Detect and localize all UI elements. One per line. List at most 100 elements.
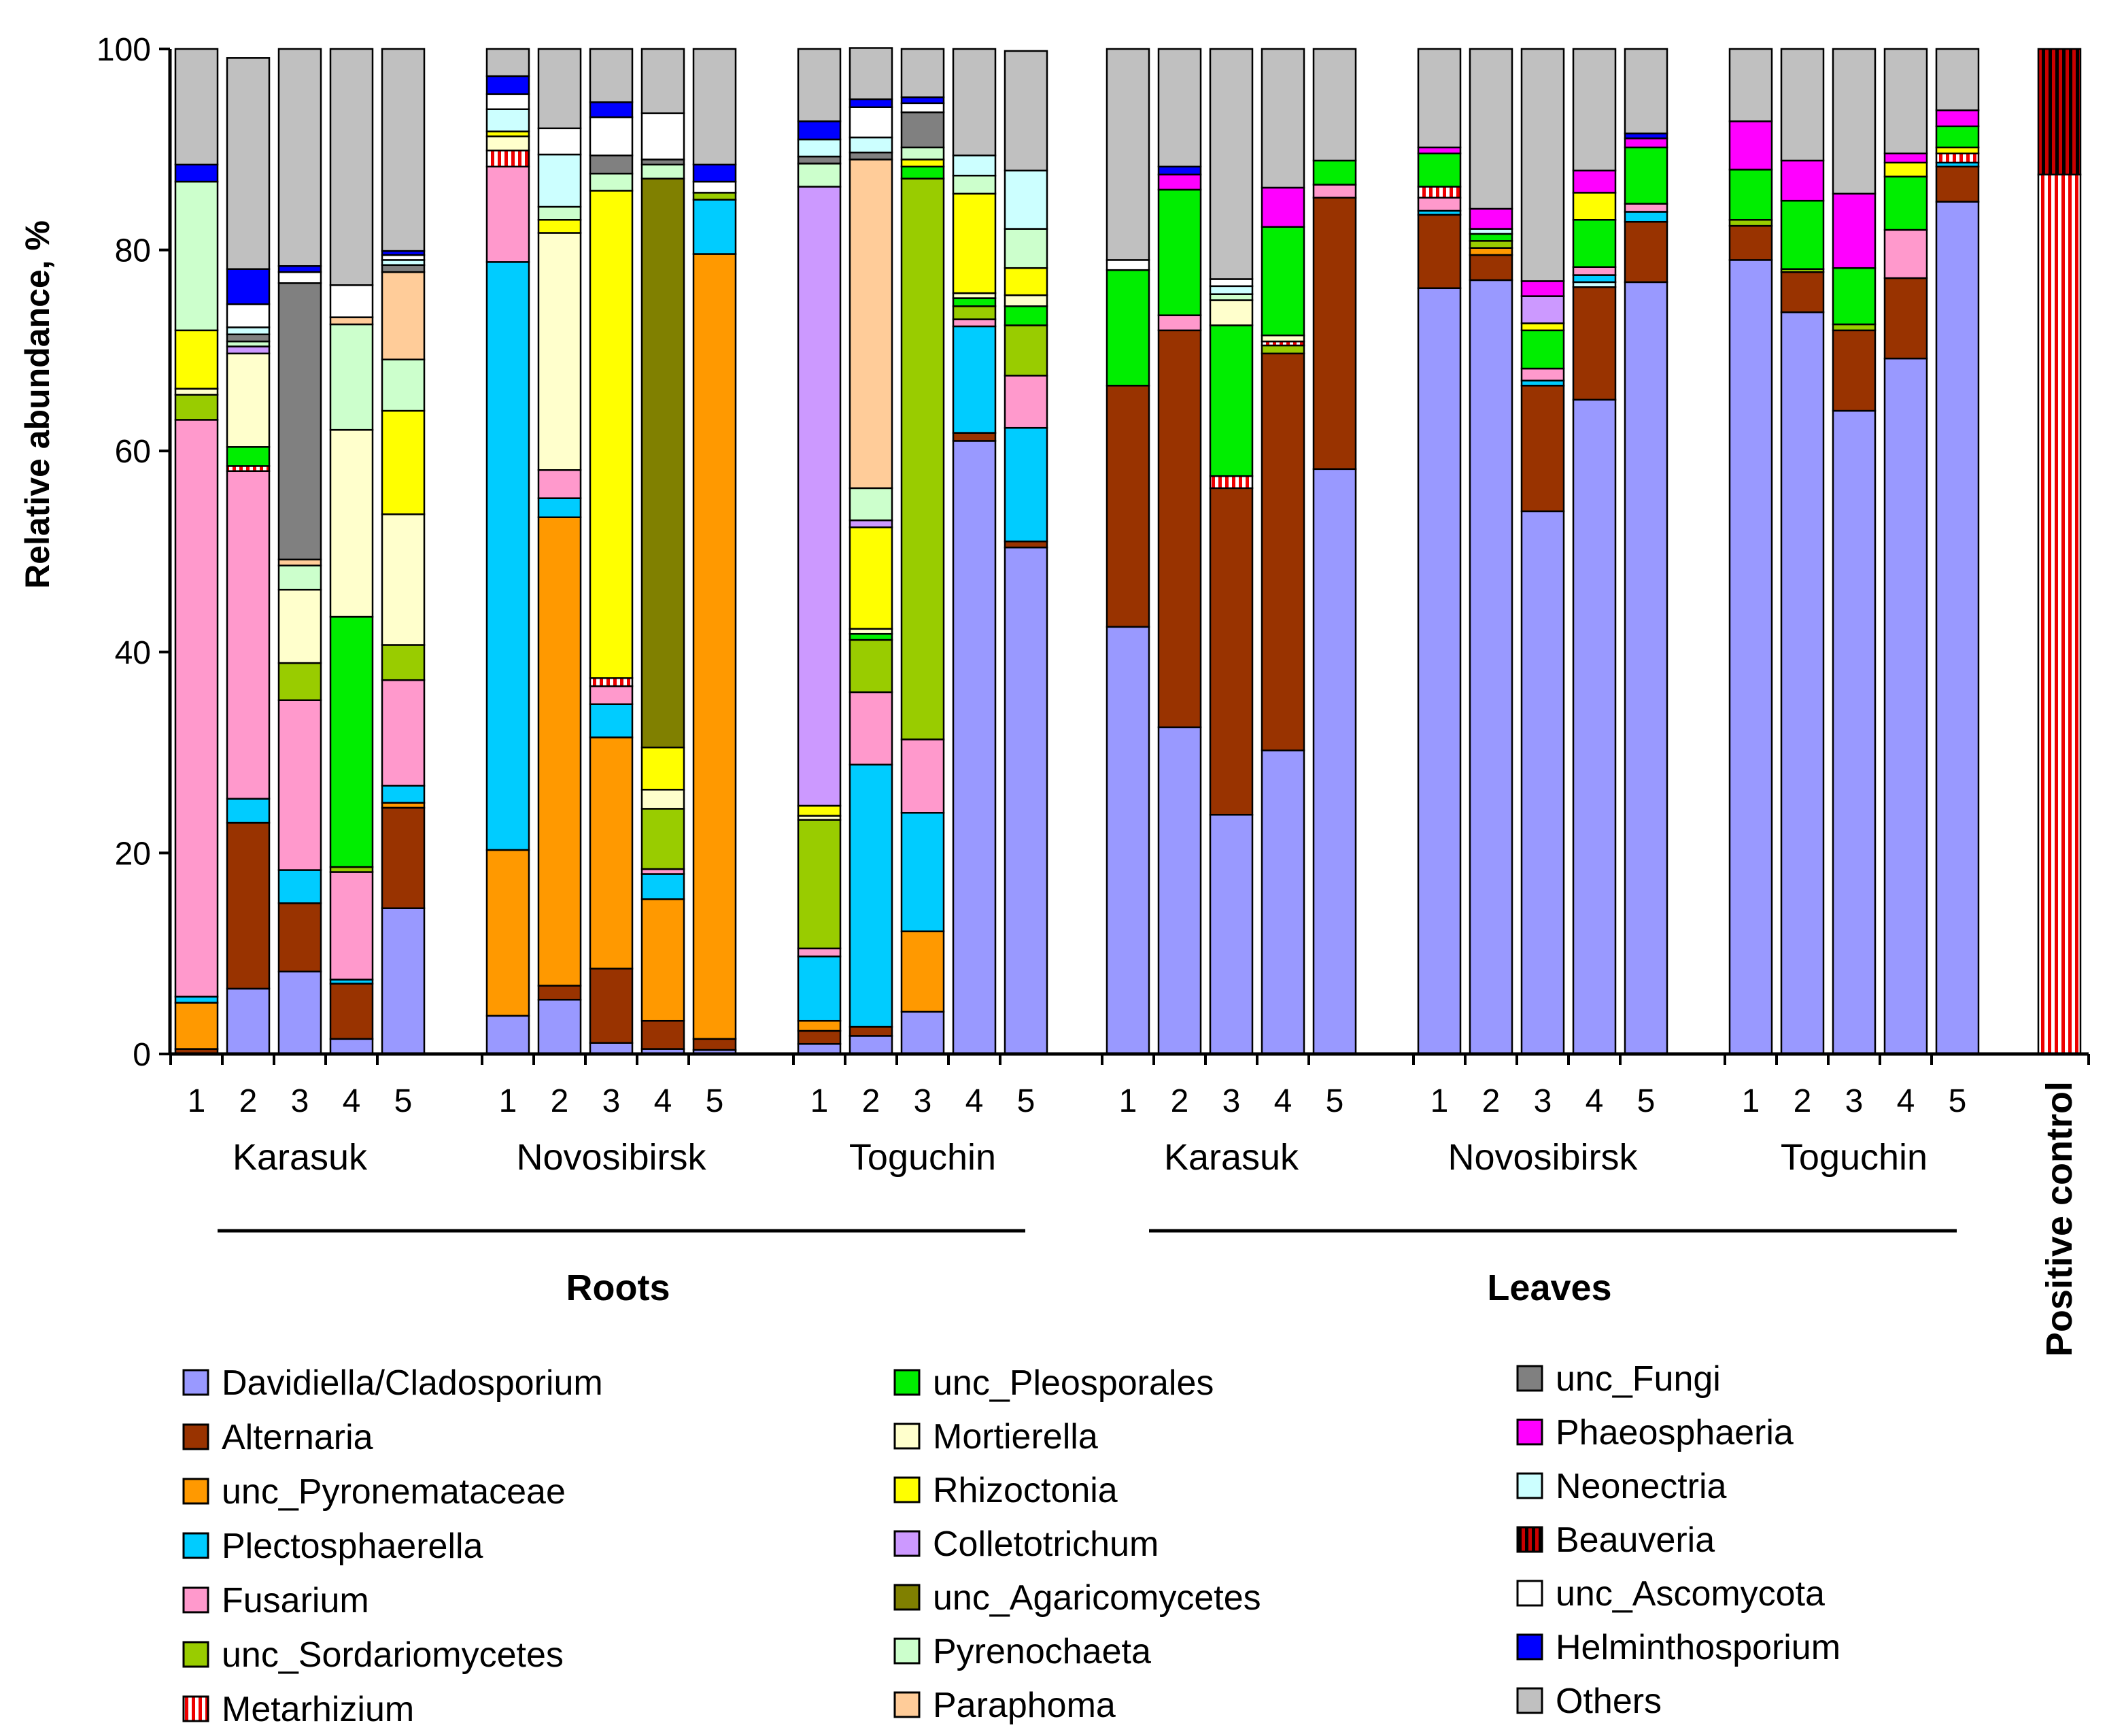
bar-segment-roots-novosibirsk-2-rhizoctonia (537, 219, 582, 234)
bar-segment-leaves-novosibirsk-3-fusarium (1520, 367, 1565, 381)
bar-segment-roots-novosibirsk-5-others (692, 48, 737, 166)
bar-segment-leaves-karasuk-5-others (1312, 48, 1357, 162)
bar-segment-roots-karasuk-3-plectosphaerella (277, 869, 322, 904)
legend-swatch-others (1516, 1687, 1543, 1714)
bar-segment-leaves-novosibirsk-3-alternaria (1520, 384, 1565, 513)
bar-segment-leaves-toguchin-5-phaeosphaeria (1935, 109, 1980, 128)
legend-swatch-unc-pyronemataceae (182, 1478, 209, 1505)
bar-segment-leaves-toguchin-2-alternaria (1780, 271, 1825, 313)
bar-segment-roots-toguchin-2-unc-sordariomycetes (849, 639, 893, 694)
bar-segment-roots-novosibirsk-3-unc-pyronemataceae (589, 736, 634, 970)
bar-segment-roots-toguchin-2-unc-pleosporales (849, 632, 893, 641)
bar-segment-leaves-karasuk-1-unc-pleosporales (1106, 269, 1150, 387)
bar-segment-roots-karasuk-1-others (174, 48, 219, 166)
group-label-roots-karasuk: Karasuk (233, 1137, 368, 1178)
legend-label-pyrenochaeta: Pyrenochaeta (933, 1632, 1151, 1671)
bar-segment-leaves-karasuk-2-others (1157, 48, 1202, 168)
bar-segment-leaves-toguchin-2-unc-pleosporales (1780, 199, 1825, 270)
bar-segment-leaves-karasuk-5-fusarium (1312, 184, 1357, 199)
bar-segment-roots-toguchin-2-fusarium (849, 691, 893, 766)
bar-segment-leaves-karasuk-3-others (1209, 48, 1254, 280)
bar-segment-leaves-karasuk-4-mortierella (1261, 334, 1305, 343)
legend-label-unc-pleosporales: unc_Pleosporales (933, 1363, 1214, 1403)
bar-segment-roots-toguchin-1-helminthosporium (797, 120, 842, 141)
x-tick-label: 3 (914, 1083, 932, 1119)
bar-segment-leaves-toguchin-5-davidiella-cladosporium (1935, 201, 1980, 1055)
y-tick-label: 80 (115, 233, 151, 269)
bar-segment-leaves-novosibirsk-4-rhizoctonia (1572, 192, 1617, 221)
bar-segment-leaves-toguchin-4-davidiella-cladosporium (1883, 357, 1928, 1055)
bar-segment-positive-control-beauveria (2037, 48, 2082, 175)
bar-segment-roots-novosibirsk-2-plectosphaerella (537, 497, 582, 518)
bar-segment-leaves-novosibirsk-1-phaeosphaeria (1417, 146, 1462, 154)
bar-segment-roots-karasuk-1-plectosphaerella (174, 995, 219, 1004)
bar-segment-roots-toguchin-2-others (849, 47, 893, 101)
bar-segment-roots-karasuk-4-paraphoma (329, 316, 374, 326)
group-label-leaves-toguchin: Toguchin (1781, 1137, 1928, 1178)
bar-segment-roots-novosibirsk-1-mortierella (485, 135, 530, 152)
bar-segment-roots-karasuk-1-unc-sordariomycetes (174, 394, 219, 421)
bar-segment-roots-karasuk-3-others (277, 48, 322, 267)
bar-segment-roots-novosibirsk-4-rhizoctonia (640, 746, 685, 791)
group-label-leaves-karasuk: Karasuk (1164, 1137, 1299, 1178)
bar-segment-roots-toguchin-5-neonectria (1004, 169, 1048, 230)
bar-segment-leaves-toguchin-4-alternaria (1883, 277, 1928, 360)
bar-segment-roots-toguchin-1-unc-sordariomycetes (797, 819, 842, 950)
legend-swatch-paraphoma (893, 1691, 921, 1718)
bar-segment-roots-karasuk-5-fusarium (381, 679, 426, 787)
bar-segment-roots-novosibirsk-4-unc-sordariomycetes (640, 808, 685, 870)
bar-segment-leaves-novosibirsk-3-unc-pleosporales (1520, 329, 1565, 370)
bar-segment-roots-karasuk-4-fusarium (329, 871, 374, 981)
bar-segment-roots-karasuk-2-others (226, 57, 271, 270)
bar-segment-leaves-toguchin-3-unc-pleosporales (1832, 267, 1877, 326)
legend-label-helminthosporium: Helminthosporium (1556, 1628, 1840, 1667)
bar-segment-roots-karasuk-1-mortierella (174, 388, 219, 396)
bar-segment-roots-toguchin-2-alternaria (849, 1025, 893, 1037)
bar-segment-roots-karasuk-5-plectosphaerella (381, 785, 426, 804)
x-tick-label: 1 (1119, 1083, 1137, 1119)
legend-label-mortierella: Mortierella (933, 1417, 1098, 1457)
bar-segment-roots-novosibirsk-3-rhizoctonia (589, 190, 634, 679)
bar-segment-roots-toguchin-5-pyrenochaeta (1004, 228, 1048, 269)
bar-segment-leaves-novosibirsk-4-unc-pleosporales (1572, 219, 1617, 268)
bar-segment-roots-toguchin-2-plectosphaerella (849, 764, 893, 1028)
bar-segment-leaves-novosibirsk-5-plectosphaerella (1624, 211, 1668, 223)
bar-segment-leaves-karasuk-3-davidiella-cladosporium (1209, 813, 1254, 1055)
bar-segment-roots-novosibirsk-4-unc-pyronemataceae (640, 898, 685, 1022)
legend-swatch-pyrenochaeta (893, 1637, 921, 1665)
bar-segment-leaves-novosibirsk-2-unc-sordariomycetes (1469, 240, 1513, 249)
bar-segment-leaves-karasuk-3-metarhizium (1209, 475, 1254, 490)
bar-segment-roots-toguchin-3-fusarium (900, 738, 945, 814)
bar-segment-roots-toguchin-4-fusarium (952, 318, 997, 328)
y-tick-label: 40 (115, 635, 151, 671)
bar-segment-roots-novosibirsk-1-others (485, 48, 530, 78)
bar-segment-roots-novosibirsk-4-others (640, 48, 685, 114)
x-tick-label: 4 (965, 1083, 984, 1119)
bar-segment-roots-novosibirsk-2-davidiella-cladosporium (537, 998, 582, 1055)
bar-segment-roots-karasuk-2-helminthosporium (226, 268, 271, 305)
legend-label-phaeosphaeria: Phaeosphaeria (1556, 1413, 1794, 1452)
group-label-roots-toguchin: Toguchin (849, 1137, 996, 1178)
x-tick-label: 1 (1742, 1083, 1760, 1119)
bar-segment-roots-novosibirsk-3-pyrenochaeta (589, 173, 634, 192)
bar-segment-leaves-karasuk-2-alternaria (1157, 329, 1202, 728)
bar-segment-roots-toguchin-2-paraphoma (849, 158, 893, 490)
group-label-leaves-novosibirsk: Novosibirsk (1448, 1137, 1638, 1178)
bar-segment-roots-karasuk-3-mortierella (277, 588, 322, 664)
x-tick-label: 2 (1482, 1083, 1501, 1119)
bar-segment-roots-toguchin-2-davidiella-cladosporium (849, 1035, 893, 1055)
bar-segment-roots-karasuk-4-mortierella (329, 428, 374, 618)
bar-segment-roots-novosibirsk-2-others (537, 48, 582, 130)
bar-segment-leaves-karasuk-5-davidiella-cladosporium (1312, 468, 1357, 1055)
bar-segment-leaves-karasuk-5-alternaria (1312, 197, 1357, 471)
bar-segment-leaves-novosibirsk-3-phaeosphaeria (1520, 280, 1565, 297)
bar-segment-leaves-karasuk-1-unc-ascomycota (1106, 259, 1150, 271)
bar-segment-leaves-novosibirsk-5-fusarium (1624, 203, 1668, 213)
bar-segment-leaves-novosibirsk-3-davidiella-cladosporium (1520, 510, 1565, 1055)
bar-segment-roots-novosibirsk-1-neonectria (485, 108, 530, 133)
bar-segment-leaves-karasuk-3-unc-ascomycota (1209, 278, 1254, 288)
bar-segment-roots-toguchin-2-unc-ascomycota (849, 106, 893, 139)
bar-segment-roots-toguchin-3-unc-sordariomycetes (900, 177, 945, 741)
x-tick-label: 1 (810, 1083, 829, 1119)
